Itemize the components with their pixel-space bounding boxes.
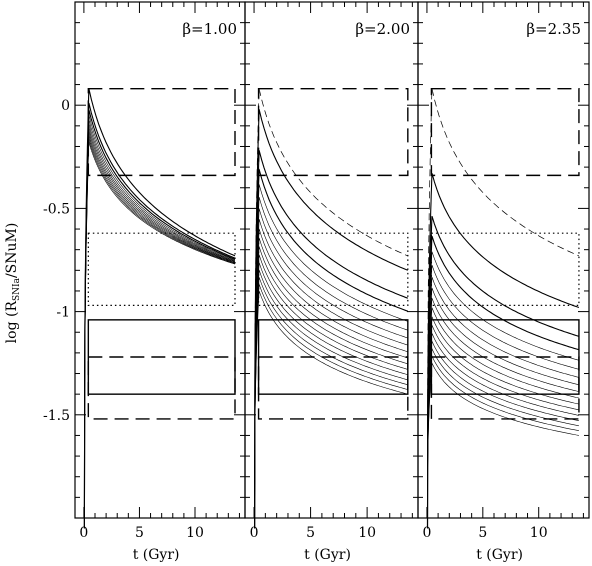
model-curve (254, 269, 408, 529)
model-curve (426, 173, 580, 529)
box-dotted (430, 232, 580, 307)
x-tick-label: 0 (79, 525, 88, 541)
model-curve (254, 284, 408, 529)
box-dashed-lower (87, 356, 236, 420)
model-curve (427, 347, 579, 529)
x-tick-label: 10 (186, 525, 204, 541)
box-dashed-upper (87, 87, 236, 177)
model-curve (254, 109, 409, 529)
model-curve (427, 307, 579, 529)
x-axis-label: t (Gyr) (133, 547, 180, 563)
model-curve (427, 298, 579, 529)
reference-curve-dashed (254, 88, 408, 529)
model-curve (427, 362, 579, 529)
model-curve (427, 265, 579, 529)
model-curve (254, 197, 408, 529)
model-curve (427, 333, 579, 529)
model-curve (254, 219, 408, 529)
panel-frame (74, 1, 246, 519)
model-curve (254, 254, 408, 529)
model-curve (427, 354, 579, 529)
model-curve (254, 208, 408, 529)
box-dashed-lower (430, 356, 580, 420)
x-axis-label: t (Gyr) (304, 547, 351, 563)
panel-1: β=1.00 (74, 1, 246, 529)
model-curve (254, 184, 408, 529)
model-curve (84, 119, 236, 529)
model-curve (84, 136, 236, 529)
panel-2: β=2.00 (244, 1, 419, 529)
y-axis-label-main: log (R (4, 301, 20, 344)
box-dotted (257, 232, 409, 307)
model-curve (84, 133, 236, 529)
y-tick-label: -1.5 (43, 408, 70, 424)
reference-curve-dashed (427, 88, 580, 529)
x-tick-label: 5 (135, 525, 144, 541)
x-tick-label: 0 (422, 525, 431, 541)
x-axis-label: t (Gyr) (476, 547, 523, 563)
model-curve (427, 316, 579, 529)
model-curve (427, 251, 579, 529)
x-tick-label: 0 (250, 525, 259, 541)
y-tick-label: -0.5 (43, 201, 70, 217)
model-curve (427, 325, 579, 529)
model-curve (254, 277, 408, 529)
box-dotted (87, 232, 236, 307)
model-curve (427, 340, 579, 529)
beta-label: β=1.00 (182, 20, 237, 38)
beta-label: β=2.00 (355, 20, 410, 38)
model-curve (84, 139, 236, 529)
model-curve (84, 130, 236, 529)
x-tick-label: 5 (306, 525, 315, 541)
y-tick-label: 0 (61, 98, 70, 114)
x-tick-label: 5 (478, 525, 487, 541)
x-tick-label: 10 (358, 525, 376, 541)
model-curve (427, 287, 579, 529)
y-axis-label-tail: /SNuM) (4, 223, 20, 278)
model-curve (84, 127, 236, 529)
model-curve (84, 142, 236, 529)
model-curve (427, 276, 579, 529)
model-curve (426, 235, 580, 529)
box-dashed-upper (257, 87, 409, 177)
y-axis-label: log (RSNIa/SNuM) (4, 223, 22, 344)
panels-layer: β=1.00 β=2.00 β=2.35 (74, 1, 590, 529)
x-tick-label: 10 (530, 525, 548, 541)
x-tick-labels: 0 5 10 t (Gyr) 0 5 10 t (Gyr) 0 5 10 t (Gyr) (79, 525, 547, 563)
y-tick-labels: 0 -0.5 -1 -1.5 (43, 98, 70, 424)
y-axis-label-sub: SNIa (12, 277, 22, 301)
beta-label: β=2.35 (526, 20, 581, 38)
model-curve (254, 169, 408, 529)
panel-frame (417, 1, 590, 519)
box-dashed-upper (430, 87, 580, 177)
model-curve (254, 290, 408, 529)
y-tick-label: -1 (56, 305, 70, 321)
model-curve (426, 215, 580, 529)
model-curve (84, 123, 236, 529)
box-dashed-lower (257, 356, 409, 420)
panel-3: β=2.35 (417, 1, 590, 529)
